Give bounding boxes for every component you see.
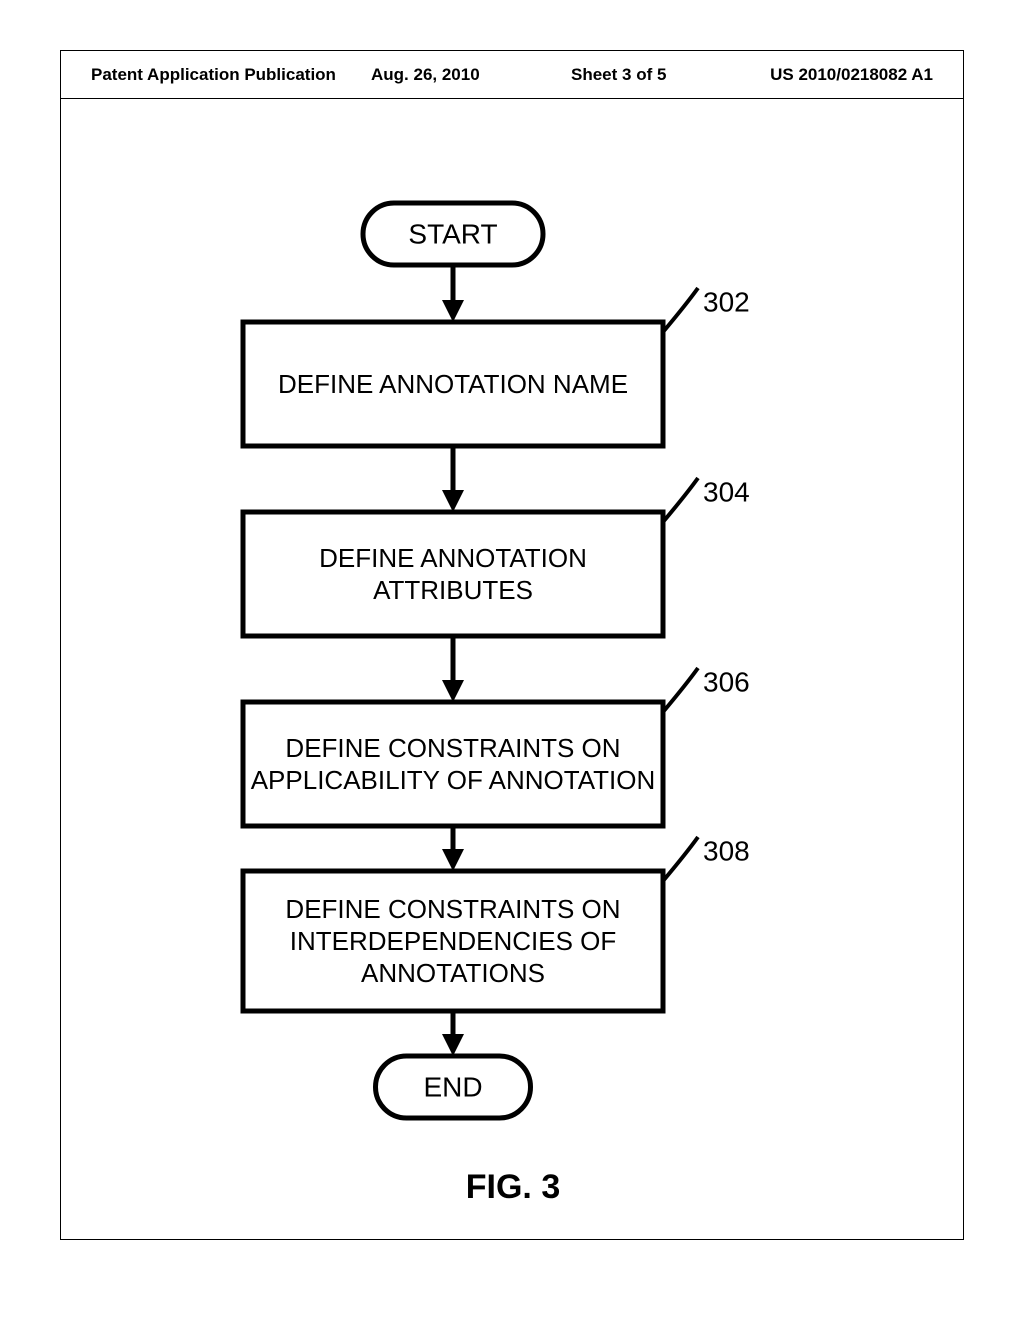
ref-308: 308 xyxy=(703,835,750,866)
flow-node-n302-text-0: DEFINE ANNOTATION NAME xyxy=(278,369,628,399)
flow-node-n306-text-1: APPLICABILITY OF ANNOTATION xyxy=(251,765,656,795)
ref-leader-308 xyxy=(663,837,698,881)
ref-302: 302 xyxy=(703,286,750,317)
flow-node-n308-text-2: ANNOTATIONS xyxy=(361,958,545,988)
publication-type: Patent Application Publication xyxy=(91,65,371,85)
flow-node-n308-text-1: INTERDEPENDENCIES OF xyxy=(290,926,617,956)
document-header: Patent Application Publication Aug. 26, … xyxy=(61,51,963,99)
ref-304: 304 xyxy=(703,476,750,507)
start-label: START xyxy=(408,218,497,249)
publication-date: Aug. 26, 2010 xyxy=(371,65,571,85)
ref-306: 306 xyxy=(703,666,750,697)
flow-node-n306-text-0: DEFINE CONSTRAINTS ON xyxy=(285,733,620,763)
flowchart-canvas: START DEFINE ANNOTATION NAME 302 DEFINE ANN… xyxy=(61,99,965,1241)
ref-leader-306 xyxy=(663,668,698,712)
flow-node-n304-text-0: DEFINE ANNOTATION xyxy=(319,543,587,573)
flow-node-n304-text-1: ATTRIBUTES xyxy=(373,575,533,605)
sheet-number: Sheet 3 of 5 xyxy=(571,65,721,85)
ref-leader-302 xyxy=(663,288,698,332)
page-frame: Patent Application Publication Aug. 26, … xyxy=(60,50,964,1240)
flow-node-n308-text-0: DEFINE CONSTRAINTS ON xyxy=(285,894,620,924)
end-label: END xyxy=(423,1071,482,1102)
ref-leader-304 xyxy=(663,478,698,522)
figure-label: FIG. 3 xyxy=(466,1168,560,1206)
publication-number: US 2010/0218082 A1 xyxy=(721,65,933,85)
